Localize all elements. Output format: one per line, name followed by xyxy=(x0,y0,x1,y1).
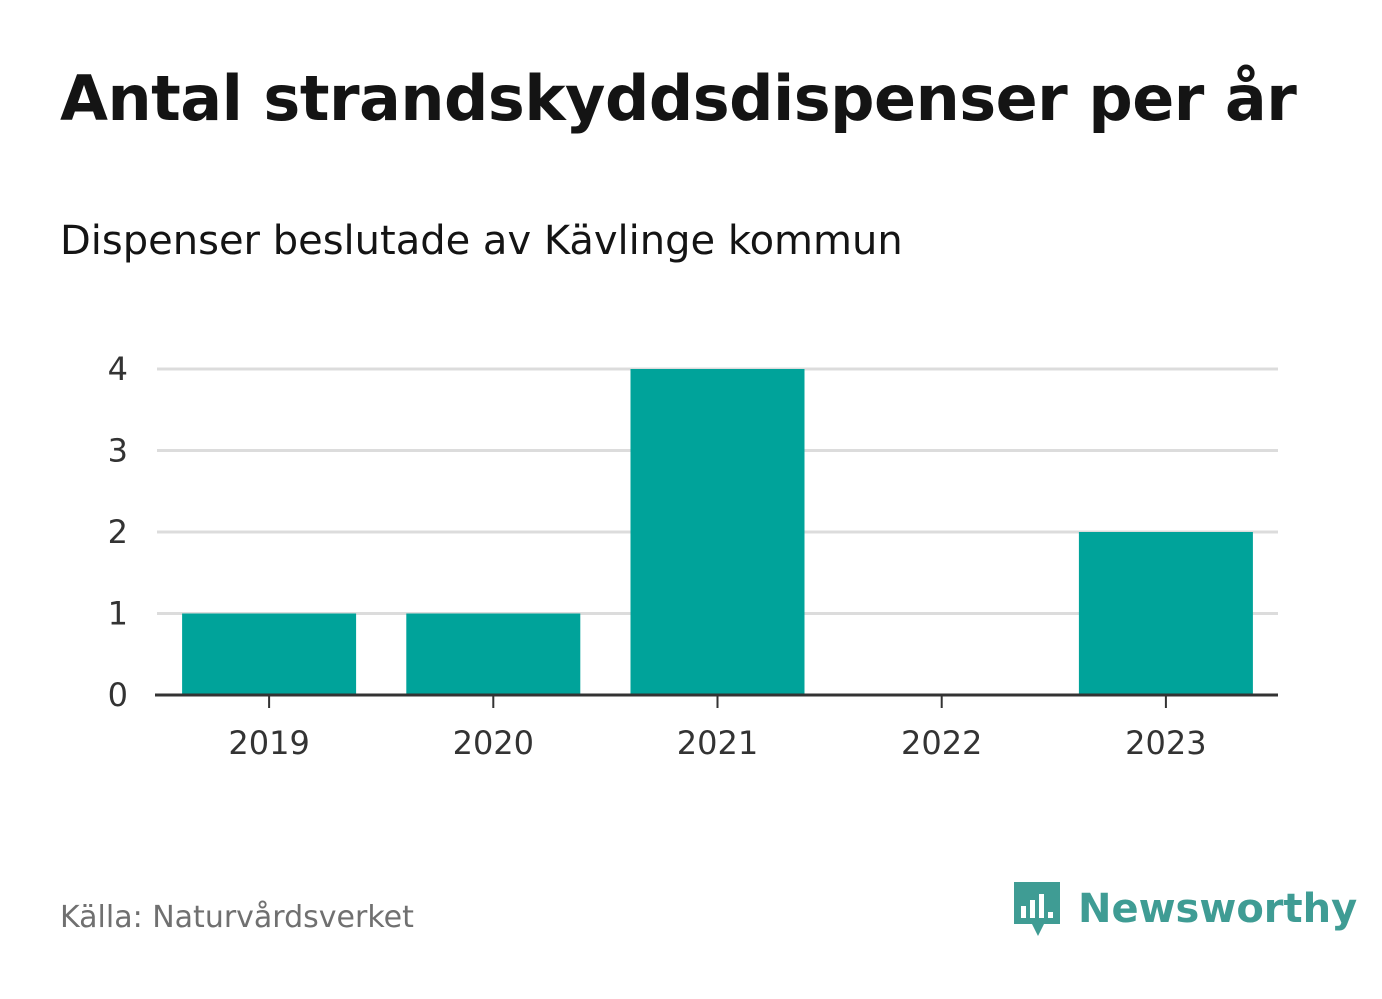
y-tick-label: 1 xyxy=(108,595,128,633)
y-tick-label: 4 xyxy=(108,350,128,388)
y-tick-label: 0 xyxy=(108,676,128,714)
chart-title: Antal strandskyddsdispenser per år xyxy=(60,62,1297,135)
bar-2023 xyxy=(1078,532,1253,695)
y-tick-label: 3 xyxy=(108,432,128,470)
newsworthy-logo-icon xyxy=(1014,882,1060,936)
x-tick-label: 2022 xyxy=(901,724,982,762)
brand-name: Newsworthy xyxy=(1078,886,1358,932)
x-tick-label: 2023 xyxy=(1125,724,1206,762)
chart-subtitle: Dispenser beslutade av Kävlinge kommun xyxy=(60,218,903,264)
x-tick-label: 2019 xyxy=(228,724,309,762)
bar-2021 xyxy=(630,369,805,695)
x-tick-label: 2020 xyxy=(453,724,534,762)
y-tick-label: 2 xyxy=(108,513,128,551)
source-note: Källa: Naturvårdsverket xyxy=(60,900,414,935)
bar-2019 xyxy=(182,613,357,695)
brand-logo: Newsworthy xyxy=(1010,878,1357,940)
bar-2020 xyxy=(406,613,581,695)
y-axis-ticks: 0 1 2 3 4 xyxy=(108,350,128,714)
bars xyxy=(182,369,1253,695)
x-tick-label: 2021 xyxy=(677,724,758,762)
x-axis: 2019 2020 2021 2022 2023 xyxy=(155,693,1278,762)
